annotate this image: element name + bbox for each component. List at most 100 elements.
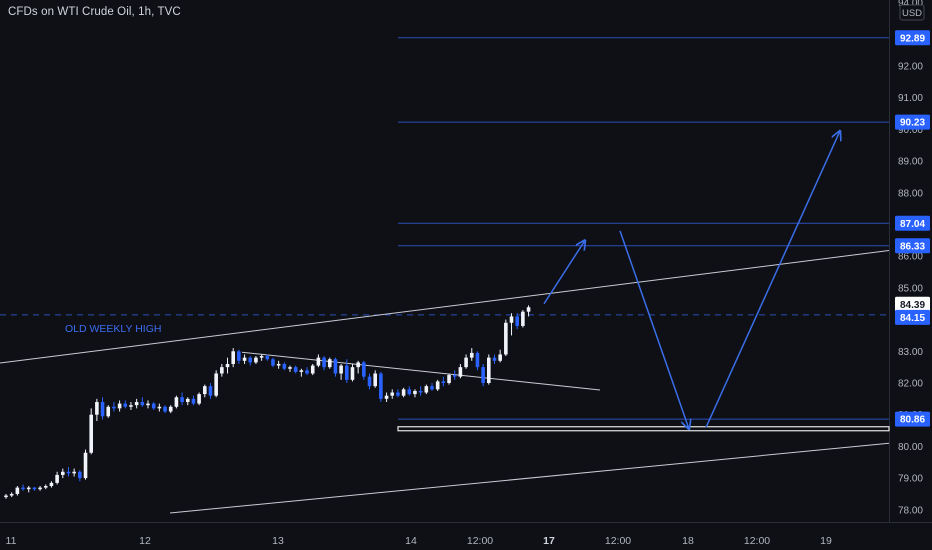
candle-body-3	[21, 487, 25, 490]
plot-background	[0, 0, 889, 522]
x-tick-label-7: 18	[682, 535, 694, 547]
time-axis: 11 12 13 14 12:00 17 12:00 18 12:00 19	[6, 535, 832, 547]
flag-line	[241, 351, 601, 391]
candle-body-7	[43, 486, 48, 488]
candle-body-40	[231, 351, 235, 364]
candle-body-86	[492, 357, 497, 361]
y-tick-label-12: 90.00	[898, 125, 923, 136]
candle-body-71	[407, 389, 412, 395]
candle-body-50	[288, 367, 292, 369]
candle-body-78	[447, 375, 451, 383]
candle-body-15	[89, 414, 93, 453]
y-tick-label-5: 83.00	[898, 347, 923, 358]
currency-label: USD	[902, 8, 922, 19]
candle-body-55	[316, 357, 321, 366]
candle-body-62	[356, 362, 360, 368]
candle-body-43	[248, 357, 253, 363]
candle-body-75	[430, 386, 434, 390]
x-tick-label-6: 12:00	[605, 535, 631, 547]
y-tick-label-1: 79.00	[898, 474, 923, 485]
candle-body-51	[293, 367, 298, 372]
candle-body-34	[197, 394, 201, 404]
x-tick-label-0: 11	[6, 535, 17, 547]
candle-body-22	[129, 405, 133, 407]
candle-body-10	[61, 471, 65, 475]
candle-body-65	[373, 373, 377, 387]
candle-body-63	[362, 362, 366, 377]
candle-body-35	[203, 386, 207, 395]
candle-body-33	[191, 398, 196, 404]
last-price-tag-box	[895, 296, 930, 312]
y-tick-label-8: 86.00	[898, 252, 923, 263]
y-tick-label-11: 89.00	[898, 157, 923, 168]
candle-body-79	[452, 375, 457, 377]
y-tick-label-4: 82.00	[898, 379, 923, 390]
candle-body-27	[157, 406, 162, 409]
candle-body-36	[208, 386, 213, 396]
y-tick-label-14: 92.00	[898, 62, 923, 73]
candle-body-28	[163, 406, 167, 412]
candle-body-57	[327, 359, 332, 368]
x-tick-label-5: 17	[543, 535, 555, 547]
candle-body-30	[174, 397, 179, 407]
candle-body-21	[123, 403, 128, 407]
candle-body-81	[464, 357, 468, 368]
candle-body-74	[424, 386, 429, 393]
candle-body-52	[299, 370, 304, 372]
last-price-tag-label: 84.39	[900, 300, 925, 311]
candle-body-67	[384, 395, 389, 399]
y-tick-label-10: 88.00	[898, 188, 923, 199]
arrow-up-short	[543, 240, 585, 305]
candle-body-87	[498, 354, 502, 361]
arrow-up-long	[705, 131, 840, 428]
candle-body-0	[4, 495, 8, 498]
x-tick-label-1: 12	[139, 535, 151, 547]
chart-title: CFDs on WTI Crude Oil, 1h, TVC	[8, 6, 181, 18]
weekly-high-label: OLD WEEKLY HIGH	[65, 323, 161, 335]
candle-body-41	[237, 351, 241, 361]
candle-body-46	[265, 356, 270, 360]
candle-body-31	[180, 397, 184, 403]
channel-upper	[0, 249, 890, 364]
candle-body-69	[396, 392, 400, 396]
candle-body-37	[214, 373, 218, 396]
candle-body-48	[276, 363, 281, 366]
candle-body-83	[475, 352, 480, 368]
candle-body-29	[168, 406, 173, 412]
candle-body-80	[458, 367, 463, 377]
candle-body-19	[112, 406, 116, 409]
candle-body-39	[225, 363, 230, 368]
candle-body-9	[55, 474, 59, 483]
axis-background	[889, 0, 932, 550]
candle-body-85	[487, 357, 491, 383]
candle-body-45	[259, 356, 264, 358]
level-tag-2-label: 87.04	[900, 219, 925, 230]
level-tag-0-box	[895, 30, 930, 46]
candle-body-68	[390, 392, 395, 396]
candle-body-44	[254, 357, 258, 363]
candle-body-2	[15, 487, 20, 494]
x-tick-label-2: 13	[272, 535, 284, 547]
candles-layer	[4, 305, 531, 499]
candle-body-24	[140, 402, 145, 406]
candle-body-53	[305, 370, 309, 374]
candle-body-66	[379, 373, 383, 399]
candle-body-6	[38, 487, 42, 490]
y-tick-label-2: 80.00	[898, 442, 923, 453]
candle-body-84	[481, 367, 485, 383]
candle-body-8	[49, 482, 54, 487]
level-tag-1-label: 90.23	[900, 118, 925, 129]
candle-body-1	[9, 493, 14, 496]
level-tag-2-box	[895, 215, 930, 231]
candle-body-23	[134, 402, 139, 406]
candle-body-12	[72, 471, 76, 474]
currency-box	[899, 4, 925, 21]
candle-body-91	[521, 311, 525, 326]
candle-body-42	[242, 357, 247, 361]
candle-body-49	[282, 363, 287, 369]
x-tick-label-9: 19	[820, 535, 832, 547]
y-tick-label-0: 78.00	[898, 505, 923, 516]
